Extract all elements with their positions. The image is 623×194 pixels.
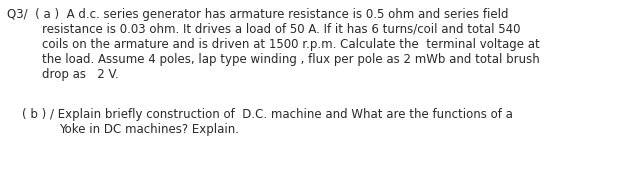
Text: ( b ) / Explain briefly construction of  D.C. machine and What are the functions: ( b ) / Explain briefly construction of … — [22, 108, 513, 121]
Text: drop as   2 V.: drop as 2 V. — [42, 68, 119, 81]
Text: Q3/  ( a )  A d.c. series generator has armature resistance is 0.5 ohm and serie: Q3/ ( a ) A d.c. series generator has ar… — [7, 8, 509, 21]
Text: coils on the armature and is driven at 1500 r.p.m. Calculate the  terminal volta: coils on the armature and is driven at 1… — [42, 38, 540, 51]
Text: Yoke in DC machines? Explain.: Yoke in DC machines? Explain. — [59, 123, 239, 136]
Text: the load. Assume 4 poles, lap type winding , flux per pole as 2 mWb and total br: the load. Assume 4 poles, lap type windi… — [42, 53, 540, 66]
Text: resistance is 0.03 ohm. It drives a load of 50 A. If it has 6 turns/coil and tot: resistance is 0.03 ohm. It drives a load… — [42, 23, 521, 36]
